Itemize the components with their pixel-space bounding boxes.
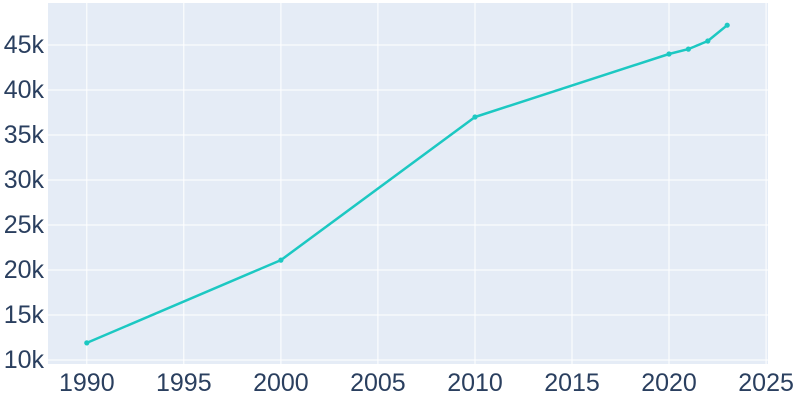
x-tick-label: 2015 — [544, 369, 600, 397]
x-tick-label: 2005 — [350, 369, 406, 397]
x-tick-label: 2000 — [253, 369, 309, 397]
x-tick-label: 2010 — [447, 369, 503, 397]
data-point-2021 — [685, 46, 692, 52]
y-tick-label: 15k — [4, 301, 45, 329]
x-tick-label: 2025 — [738, 369, 794, 397]
data-point-2022 — [705, 38, 711, 44]
data-point-2000 — [278, 257, 284, 263]
x-tick-label: 2020 — [641, 369, 697, 397]
y-tick-label: 20k — [4, 256, 45, 284]
data-point-2020 — [666, 51, 672, 57]
data-point-1990 — [84, 340, 90, 346]
x-tick-label: 1995 — [156, 369, 212, 397]
plot-area — [48, 3, 768, 364]
data-point-2010 — [472, 114, 478, 120]
y-tick-label: 30k — [4, 166, 45, 194]
y-tick-label: 10k — [4, 346, 45, 374]
x-tick-label: 1990 — [59, 369, 115, 397]
data-point-2023 — [724, 22, 730, 28]
y-tick-label: 45k — [4, 31, 45, 59]
y-tick-label: 35k — [4, 121, 45, 149]
y-tick-label: 40k — [4, 76, 45, 104]
y-tick-label: 25k — [4, 211, 45, 239]
